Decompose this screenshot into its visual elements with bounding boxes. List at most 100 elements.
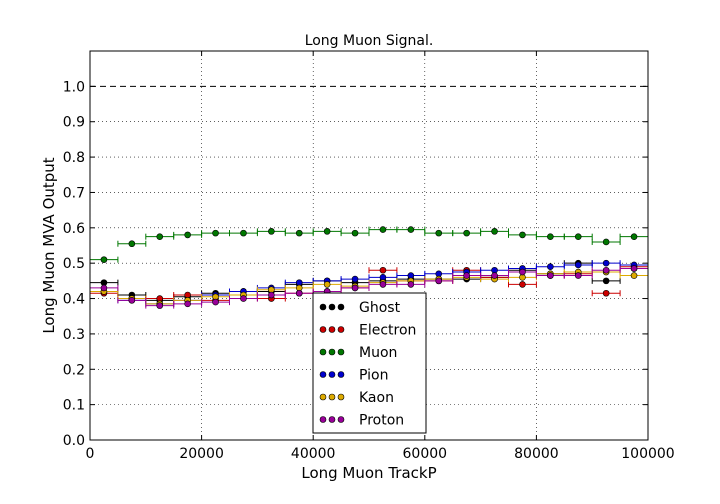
legend-marker bbox=[319, 348, 327, 356]
legend-marker bbox=[328, 303, 336, 311]
data-point bbox=[630, 272, 638, 279]
legend-box bbox=[312, 292, 427, 434]
data-point bbox=[156, 233, 164, 240]
data-point bbox=[547, 263, 554, 271]
data-point bbox=[407, 226, 415, 233]
legend-marker bbox=[319, 416, 327, 423]
legend: Ghost Electron Muon Pion Kaon Proton bbox=[312, 292, 427, 434]
plot-frame bbox=[89, 50, 649, 441]
legend-marker bbox=[337, 348, 345, 356]
y-tick-label: 0.9 bbox=[63, 115, 85, 131]
legend-marker bbox=[319, 303, 327, 311]
y-tick-label: 0.6 bbox=[63, 221, 85, 237]
data-point bbox=[574, 272, 582, 279]
data-point bbox=[463, 272, 470, 279]
data-point bbox=[351, 229, 359, 237]
legend-marker bbox=[328, 416, 336, 423]
y-tick-label: 0.2 bbox=[63, 362, 85, 378]
legend-marker bbox=[319, 326, 327, 333]
legend-label: Electron bbox=[359, 323, 416, 339]
data-point bbox=[128, 240, 136, 248]
data-point bbox=[100, 284, 108, 292]
data-point bbox=[295, 289, 303, 297]
legend-label: Proton bbox=[359, 413, 404, 429]
legend-marker bbox=[319, 393, 327, 401]
y-tick-label: 0.0 bbox=[63, 433, 85, 449]
axis-ticks: 0 20000 40000 60000 80000 100000 0.0 0.1 0.2 0.3 0… bbox=[63, 51, 675, 462]
data-point bbox=[212, 298, 219, 306]
legend-label: Kaon bbox=[359, 390, 394, 406]
x-tick-label: 20000 bbox=[179, 446, 224, 462]
chart-title: Long Muon Signal. bbox=[305, 33, 434, 49]
data-point bbox=[463, 229, 470, 237]
legend-marker bbox=[328, 326, 336, 333]
series-proton bbox=[89, 265, 649, 309]
data-point bbox=[574, 261, 582, 269]
data-point bbox=[602, 259, 610, 267]
legend-marker bbox=[319, 371, 327, 378]
data-point bbox=[379, 226, 387, 233]
data-point bbox=[491, 228, 498, 235]
legend-marker bbox=[328, 371, 336, 378]
legend-marker bbox=[337, 416, 345, 423]
data-point bbox=[323, 281, 331, 288]
y-tick-label: 0.1 bbox=[63, 398, 85, 414]
y-tick-label: 0.8 bbox=[63, 150, 85, 166]
data-point bbox=[547, 233, 554, 240]
data-point bbox=[212, 229, 219, 237]
y-tick-label: 0.4 bbox=[63, 292, 85, 308]
legend-marker bbox=[337, 371, 345, 378]
data-point bbox=[630, 265, 638, 272]
data-point bbox=[351, 275, 359, 283]
y-axis-label: Long Muon MVA Output bbox=[40, 157, 58, 333]
y-tick-label: 0.7 bbox=[63, 185, 85, 201]
data-point bbox=[602, 266, 610, 274]
legend-marker bbox=[337, 393, 345, 401]
data-point bbox=[407, 281, 415, 288]
x-tick-label: 60000 bbox=[403, 446, 448, 462]
data-point bbox=[323, 228, 331, 235]
legend-label: Pion bbox=[359, 368, 388, 384]
data-point bbox=[519, 268, 526, 276]
legend-marker bbox=[337, 326, 345, 333]
x-axis-label: Long Muon TrackP bbox=[301, 464, 436, 482]
data-point bbox=[128, 297, 136, 304]
y-tick-label: 0.3 bbox=[63, 327, 85, 343]
legend-marker bbox=[337, 303, 345, 311]
data-point bbox=[602, 238, 610, 246]
data-point bbox=[240, 229, 247, 237]
data-point bbox=[574, 233, 582, 240]
data-point bbox=[519, 231, 526, 239]
data-point bbox=[435, 277, 443, 285]
data-point bbox=[184, 231, 191, 239]
legend-label: Ghost bbox=[359, 300, 401, 316]
y-tick-label: 1.0 bbox=[63, 79, 85, 95]
series-muon bbox=[89, 226, 649, 263]
data-point bbox=[630, 233, 638, 240]
data-point bbox=[435, 229, 443, 237]
x-tick-label: 80000 bbox=[514, 446, 559, 462]
data-point bbox=[379, 266, 387, 274]
y-tick-label: 0.5 bbox=[63, 256, 85, 272]
legend-label: Muon bbox=[359, 345, 397, 361]
data-point bbox=[602, 289, 610, 297]
data-point bbox=[602, 277, 610, 285]
data-point bbox=[156, 302, 164, 309]
legend-marker bbox=[328, 348, 336, 356]
data-point bbox=[100, 256, 108, 263]
x-tick-label: 0 bbox=[86, 446, 95, 462]
data-point bbox=[268, 228, 275, 235]
data-point bbox=[184, 300, 191, 308]
data-point bbox=[491, 272, 498, 279]
x-tick-label: 40000 bbox=[291, 446, 336, 462]
data-point bbox=[268, 291, 275, 299]
data-point bbox=[519, 281, 526, 288]
legend-marker bbox=[328, 393, 336, 401]
series-layer bbox=[89, 226, 649, 309]
x-tick-label: 100000 bbox=[621, 446, 674, 462]
data-point bbox=[547, 272, 554, 279]
data-point bbox=[351, 284, 359, 292]
data-point bbox=[240, 295, 247, 302]
data-point bbox=[379, 281, 387, 288]
